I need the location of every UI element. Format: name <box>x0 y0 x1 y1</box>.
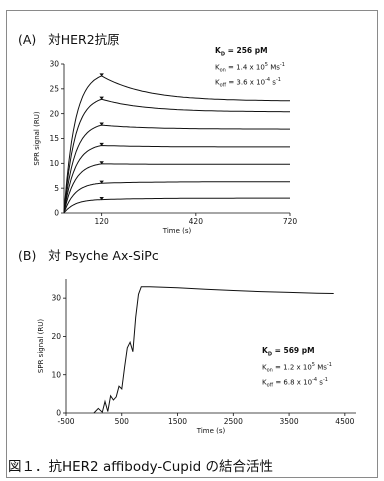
panel-b-y-tick-label: 20 <box>51 332 61 341</box>
panel-b-kon: Kon = 1.2 x 105 Ms-1 <box>262 361 332 374</box>
panel-b-x-tick-label: 500 <box>115 417 130 426</box>
panel-a-y-tick-label: 10 <box>49 159 59 168</box>
panel-a-series-2 <box>63 98 290 214</box>
panel-a-y-tick-label: 15 <box>49 134 59 143</box>
panel-a-peak-marker-3 <box>99 122 104 126</box>
panel-a-peak-marker-6 <box>99 180 104 184</box>
panel-a-peak-marker-7 <box>99 196 104 201</box>
panel-a-kinetics: KD = 256 pM Kon = 1.4 x 105 Ms-1 Koff = … <box>215 46 285 91</box>
panel-b-x-axis-label: Time (s) <box>196 427 226 435</box>
panel-b-koff: Koff = 6.8 x 10-4 s-1 <box>262 377 328 389</box>
panel-a-series-6 <box>63 181 290 214</box>
panel-a-series-4 <box>63 144 290 214</box>
panel-a-series-7 <box>63 197 290 214</box>
panel-a-y-tick-label: 20 <box>49 109 59 118</box>
panel-a-x-tick-label: 420 <box>189 217 204 226</box>
panel-a-koff: Koff = 3.6 x 10-4 s-1 <box>215 77 281 89</box>
panel-a-peak-marker-4 <box>99 142 104 147</box>
figure-frame <box>6 10 378 478</box>
panel-b-x-tick-label: 3500 <box>280 417 299 426</box>
panel-a-y-tick-label: 25 <box>49 84 59 93</box>
panel-b-y-tick-label: 30 <box>51 294 61 303</box>
panel-a-x-tick-label: 120 <box>95 217 110 226</box>
panel-b-kinetics: KD = 569 pM Kon = 1.2 x 105 Ms-1 Koff = … <box>262 346 332 391</box>
panel-a-y-tick-label: 30 <box>49 60 59 69</box>
figure-caption: 図１．抗HER2 affibody-Cupid の結合活性 <box>8 459 273 475</box>
panel-a-y-axis-label: SPR signal (RU) <box>33 111 41 165</box>
panel-b-x-tick-label: -500 <box>57 417 74 426</box>
panel-b-y-tick-label: 0 <box>56 409 61 418</box>
panel-a-y-tick-label: 0 <box>54 209 59 218</box>
panel-a-series-5 <box>63 163 290 214</box>
panel-a-x-tick-label: 720 <box>283 217 298 226</box>
panel-b-x-tick-label: 4500 <box>335 417 354 426</box>
panel-a-peak-marker-5 <box>99 161 104 165</box>
panel-a-kd: KD = 256 pM <box>215 46 268 58</box>
panel-b-x-tick-label: 2500 <box>224 417 243 426</box>
panel-a-peak-marker-2 <box>99 96 104 100</box>
panel-b-kd: KD = 569 pM <box>262 346 315 358</box>
panel-b-x-tick-label: 1500 <box>168 417 187 426</box>
panel-a-series-1 <box>63 75 291 214</box>
panel-a-x-axis-label: Time (s) <box>162 227 192 235</box>
panel-b-y-tick-label: 10 <box>51 370 61 379</box>
panel-a-kon: Kon = 1.4 x 105 Ms-1 <box>215 61 285 74</box>
panel-b-y-axis-label: SPR signal (RU) <box>37 319 45 373</box>
panel-b-series <box>93 286 334 414</box>
panel-a-peak-marker-1 <box>99 73 104 77</box>
panel-a-title: (A) 対HER2抗原 <box>18 32 120 47</box>
panel-b-title: (B) 対 Psyche Ax-SiPc <box>18 248 159 263</box>
panel-a-series-3 <box>63 124 290 214</box>
panel-a-y-tick-label: 5 <box>54 184 59 193</box>
